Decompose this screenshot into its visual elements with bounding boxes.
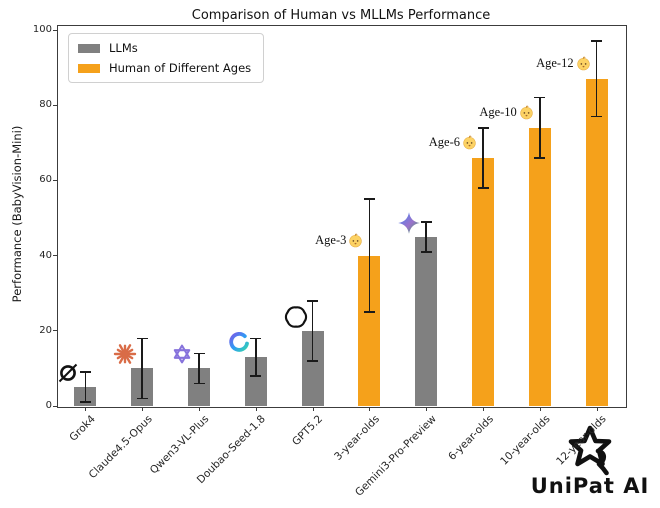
- annotation-Age-3: Age-3: [315, 232, 363, 250]
- error-bar-cap: [591, 40, 603, 43]
- x-tick-label-3-year-olds: 3-year-olds: [332, 413, 382, 463]
- error-bar-cap: [193, 382, 205, 385]
- bar-GPT5.2: [301, 330, 324, 406]
- error-bar-cap: [250, 337, 262, 340]
- error-bar-cap: [136, 337, 148, 340]
- x-tick-mark: [312, 407, 314, 411]
- openai-icon: [284, 305, 308, 329]
- error-bar-Doubao-Seed-1.8: [255, 338, 257, 376]
- legend-label-llms: LLMs: [109, 41, 138, 55]
- error-bar-cap: [477, 126, 489, 129]
- annotation-text: Age-12: [536, 56, 574, 71]
- x-tick-mark: [596, 407, 598, 411]
- error-bar-cap: [363, 311, 375, 313]
- annotation-Age-12: Age-12: [536, 55, 591, 73]
- error-bar-cap: [250, 375, 262, 377]
- chart-title: Comparison of Human vs MLLMs Performance: [191, 8, 491, 23]
- legend: LLMs Human of Different Ages: [68, 33, 265, 83]
- error-bar-cap: [307, 299, 319, 302]
- error-bar-cap: [534, 96, 546, 99]
- legend-swatch-humans: [78, 63, 100, 73]
- error-bar-GPT5.2: [311, 300, 314, 361]
- annotation-text: Age-10: [479, 105, 517, 120]
- error-bar-cap: [477, 187, 489, 189]
- y-tick-mark: [53, 29, 57, 31]
- error-bar-cap: [534, 157, 546, 159]
- doubao-icon: [227, 331, 251, 355]
- watermark-brand-text: UniPat AI: [530, 474, 650, 498]
- bar-Doubao-Seed-1.8: [244, 357, 267, 406]
- bar-12-year-olds: [585, 78, 608, 406]
- error-bar-Claude4.5-Opus: [141, 338, 143, 399]
- x-tick-mark: [85, 407, 87, 411]
- bar-6-year-olds: [472, 157, 494, 406]
- bar-Qwen3-VL-Plus: [188, 368, 210, 406]
- x-tick-label-Claude4.5-Opus: Claude4.5-Opus: [86, 413, 155, 482]
- error-bar-Qwen3-VL-Plus: [198, 353, 200, 384]
- watermark-unipat: UniPat AI: [524, 424, 656, 498]
- claude-icon: [113, 342, 137, 366]
- baby-face-emoji: [519, 105, 534, 120]
- y-tick-mark: [53, 104, 57, 106]
- error-bar-cap: [420, 251, 432, 253]
- annotation-Age-10: Age-10: [479, 104, 534, 122]
- error-bar-cap: [363, 198, 375, 200]
- legend-entry-llms: LLMs: [78, 41, 251, 55]
- error-bar-6-year-olds: [482, 127, 484, 188]
- error-bar-10-year-olds: [539, 97, 541, 158]
- baby-face-emoji: [462, 135, 477, 150]
- bar-10-year-olds: [528, 127, 551, 406]
- error-bar-3-year-olds: [368, 199, 371, 312]
- y-tick-mark: [53, 330, 57, 332]
- y-tick-label: 60: [39, 174, 52, 186]
- error-bar-cap: [193, 352, 205, 355]
- y-tick-label: 0: [45, 400, 52, 411]
- error-bar-cap: [420, 220, 432, 223]
- x-tick-label-Qwen3-VL-Plus: Qwen3-VL-Plus: [147, 413, 212, 477]
- x-tick-mark: [426, 407, 428, 411]
- legend-swatch-llms: [78, 43, 100, 53]
- baby-face-emoji: [348, 233, 363, 248]
- x-tick-mark: [539, 407, 541, 411]
- grok-icon: [56, 361, 80, 385]
- error-bar-cap: [136, 397, 148, 400]
- error-bar-cap: [307, 360, 319, 362]
- annotation-text: Age-3: [315, 233, 347, 248]
- x-tick-mark: [483, 407, 484, 411]
- y-tick-mark: [53, 405, 57, 407]
- y-tick-label: 80: [39, 99, 52, 111]
- gemini-icon: [397, 211, 421, 235]
- x-tick-label-6-year-olds: 6-year-olds: [445, 413, 496, 463]
- bar-3-year-olds: [358, 255, 381, 406]
- unipat-star-logo: [524, 424, 656, 476]
- error-bar-12-year-olds: [595, 41, 598, 117]
- x-tick-mark: [255, 407, 257, 411]
- x-tick-mark: [369, 407, 371, 411]
- x-tick-mark: [199, 407, 200, 411]
- error-bar-cap: [79, 401, 91, 404]
- y-tick-mark: [53, 255, 57, 257]
- x-tick-mark: [142, 407, 144, 411]
- error-bar-cap: [591, 115, 603, 118]
- legend-entry-humans: Human of Different Ages: [78, 61, 251, 75]
- legend-label-humans: Human of Different Ages: [109, 61, 252, 75]
- qwen-icon: [170, 342, 194, 366]
- y-tick-mark: [53, 179, 57, 181]
- y-tick-label: 40: [39, 249, 52, 261]
- bar-Gemini3-Pro-Preview: [415, 236, 438, 406]
- y-tick-label: 20: [39, 324, 52, 336]
- error-bar-Grok4: [84, 372, 87, 403]
- x-tick-label-GPT5.2: GPT5.2: [290, 413, 326, 449]
- y-tick-label: 100: [32, 24, 52, 35]
- baby-face-emoji: [576, 56, 591, 71]
- x-tick-label-Grok4: Grok4: [67, 413, 98, 444]
- error-bar-cap: [79, 371, 91, 373]
- annotation-Age-6: Age-6: [429, 134, 477, 152]
- annotation-text: Age-6: [428, 135, 460, 150]
- error-bar-Gemini3-Pro-Preview: [425, 221, 427, 252]
